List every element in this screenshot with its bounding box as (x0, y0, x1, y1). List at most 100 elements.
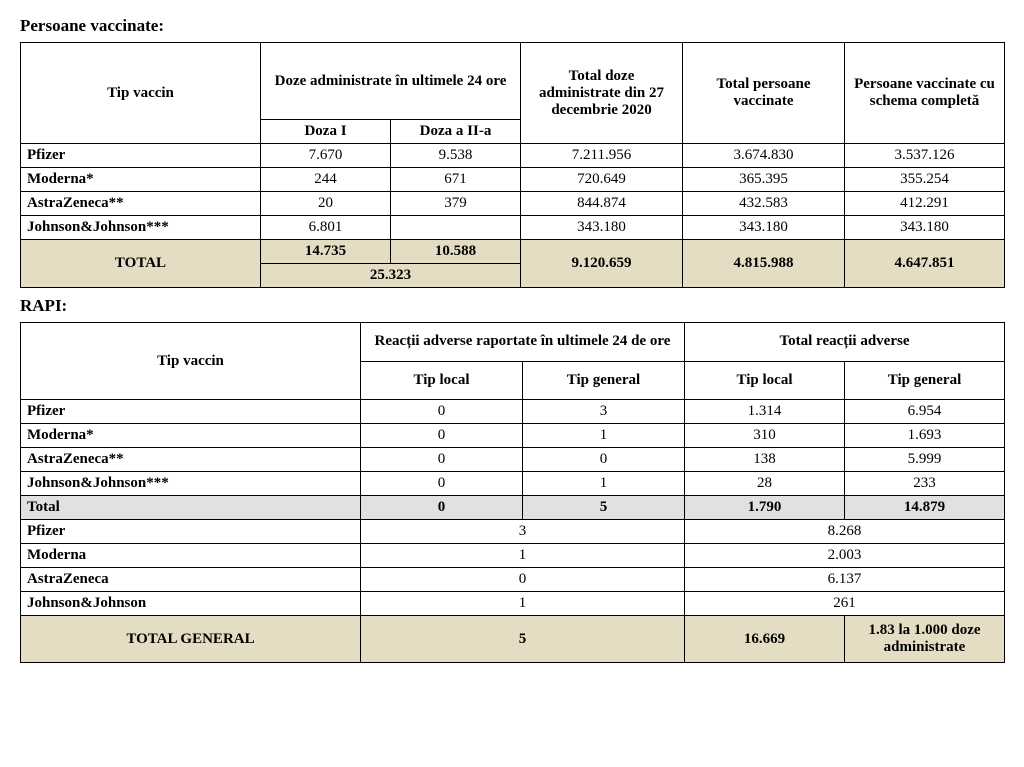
cell-vaccine-name: Moderna* (21, 168, 261, 192)
cell-total-doses: 7.211.956 (521, 144, 683, 168)
table-vaccinated: Tip vaccin Doze administrate în ultimele… (20, 42, 1005, 288)
cell-total-label: TOTAL (21, 240, 261, 288)
table-row: Pfizer 3 8.268 (21, 520, 1005, 544)
cell-total-doses: 844.874 (521, 192, 683, 216)
th-complete-scheme: Persoane vaccinate cu schema completă (845, 43, 1005, 144)
th-adverse-24h: Reacții adverse raportate în ultimele 24… (361, 323, 685, 362)
cell-ctot: 6.137 (685, 568, 1005, 592)
cell-d2: 671 (391, 168, 521, 192)
table-row: AstraZeneca** 0 0 138 5.999 (21, 448, 1005, 472)
cell-total-persons: 432.583 (683, 192, 845, 216)
cell-total-d1: 14.735 (261, 240, 391, 264)
cell-st-l24: 0 (361, 496, 523, 520)
cell-grand-local: 16.669 (685, 616, 845, 663)
cell-ctot: 261 (685, 592, 1005, 616)
th-adverse-total: Total reacții adverse (685, 323, 1005, 362)
cell-st-g24: 5 (523, 496, 685, 520)
subtotal-row: Total 0 5 1.790 14.879 (21, 496, 1005, 520)
cell-total-doses: 720.649 (521, 168, 683, 192)
cell-c24: 1 (361, 544, 685, 568)
cell-ltot: 1.314 (685, 400, 845, 424)
cell-vaccine-name: Johnson&Johnson*** (21, 472, 361, 496)
cell-vaccine-name: AstraZeneca** (21, 448, 361, 472)
cell-vaccine-name: Pfizer (21, 400, 361, 424)
cell-c24: 0 (361, 568, 685, 592)
cell-ctot: 2.003 (685, 544, 1005, 568)
cell-gtot: 6.954 (845, 400, 1005, 424)
th-local-total: Tip local (685, 361, 845, 400)
cell-l24: 0 (361, 448, 523, 472)
th-dose-2: Doza a II-a (391, 120, 521, 144)
cell-ltot: 138 (685, 448, 845, 472)
cell-vaccine-name: AstraZeneca** (21, 192, 261, 216)
cell-d2: 379 (391, 192, 521, 216)
cell-vaccine-name: Pfizer (21, 144, 261, 168)
th-general-24: Tip general (523, 361, 685, 400)
cell-ltot: 28 (685, 472, 845, 496)
cell-vaccine-name: Johnson&Johnson (21, 592, 361, 616)
table-row: Pfizer 7.670 9.538 7.211.956 3.674.830 3… (21, 144, 1005, 168)
cell-complete: 355.254 (845, 168, 1005, 192)
cell-total-combined: 25.323 (261, 264, 521, 288)
cell-grand-label: TOTAL GENERAL (21, 616, 361, 663)
cell-subtotal-label: Total (21, 496, 361, 520)
cell-ctot: 8.268 (685, 520, 1005, 544)
table-rapi: Tip vaccin Reacții adverse raportate în … (20, 322, 1005, 663)
cell-total-persons: 3.674.830 (683, 144, 845, 168)
total-row: TOTAL 14.735 10.588 9.120.659 4.815.988 … (21, 240, 1005, 264)
cell-st-gtot: 14.879 (845, 496, 1005, 520)
cell-g24: 3 (523, 400, 685, 424)
cell-vaccine-name: Moderna (21, 544, 361, 568)
cell-d1: 20 (261, 192, 391, 216)
cell-g24: 1 (523, 424, 685, 448)
th-doses-24h: Doze administrate în ultimele 24 ore (261, 43, 521, 120)
cell-d1: 7.670 (261, 144, 391, 168)
cell-vaccine-name: Johnson&Johnson*** (21, 216, 261, 240)
cell-total-doses: 343.180 (521, 216, 683, 240)
cell-total-complete: 4.647.851 (845, 240, 1005, 288)
cell-total-persons: 343.180 (683, 216, 845, 240)
cell-d1: 244 (261, 168, 391, 192)
cell-ltot: 310 (685, 424, 845, 448)
table-row: Pfizer 0 3 1.314 6.954 (21, 400, 1005, 424)
cell-vaccine-name: AstraZeneca (21, 568, 361, 592)
th-vaccine-type: Tip vaccin (21, 43, 261, 144)
cell-g24: 1 (523, 472, 685, 496)
th-total-doses: Total doze administrate din 27 decembrie… (521, 43, 683, 144)
cell-total-persons: 365.395 (683, 168, 845, 192)
cell-total-persons: 4.815.988 (683, 240, 845, 288)
cell-vaccine-name: Pfizer (21, 520, 361, 544)
cell-g24: 0 (523, 448, 685, 472)
cell-complete: 343.180 (845, 216, 1005, 240)
cell-l24: 0 (361, 400, 523, 424)
cell-total-d2: 10.588 (391, 240, 521, 264)
th-local-24: Tip local (361, 361, 523, 400)
th-general-total: Tip general (845, 361, 1005, 400)
cell-d2 (391, 216, 521, 240)
cell-gtot: 1.693 (845, 424, 1005, 448)
table-row: AstraZeneca** 20 379 844.874 432.583 412… (21, 192, 1005, 216)
table-row: Moderna* 0 1 310 1.693 (21, 424, 1005, 448)
th-vaccine-type: Tip vaccin (21, 323, 361, 400)
table-row: Johnson&Johnson*** 0 1 28 233 (21, 472, 1005, 496)
table-row: Moderna 1 2.003 (21, 544, 1005, 568)
table-row: AstraZeneca 0 6.137 (21, 568, 1005, 592)
cell-total-doses: 9.120.659 (521, 240, 683, 288)
cell-d1: 6.801 (261, 216, 391, 240)
cell-l24: 0 (361, 424, 523, 448)
cell-complete: 3.537.126 (845, 144, 1005, 168)
table-row: Johnson&Johnson 1 261 (21, 592, 1005, 616)
cell-d2: 9.538 (391, 144, 521, 168)
table-row: Moderna* 244 671 720.649 365.395 355.254 (21, 168, 1005, 192)
cell-st-ltot: 1.790 (685, 496, 845, 520)
cell-l24: 0 (361, 472, 523, 496)
section-title-rapi: RAPI: (20, 296, 1004, 316)
table-row: Johnson&Johnson*** 6.801 343.180 343.180… (21, 216, 1005, 240)
cell-c24: 1 (361, 592, 685, 616)
section-title-vaccinated: Persoane vaccinate: (20, 16, 1004, 36)
cell-c24: 3 (361, 520, 685, 544)
cell-grand-24: 5 (361, 616, 685, 663)
th-total-persons: Total persoane vaccinate (683, 43, 845, 144)
cell-gtot: 5.999 (845, 448, 1005, 472)
cell-vaccine-name: Moderna* (21, 424, 361, 448)
